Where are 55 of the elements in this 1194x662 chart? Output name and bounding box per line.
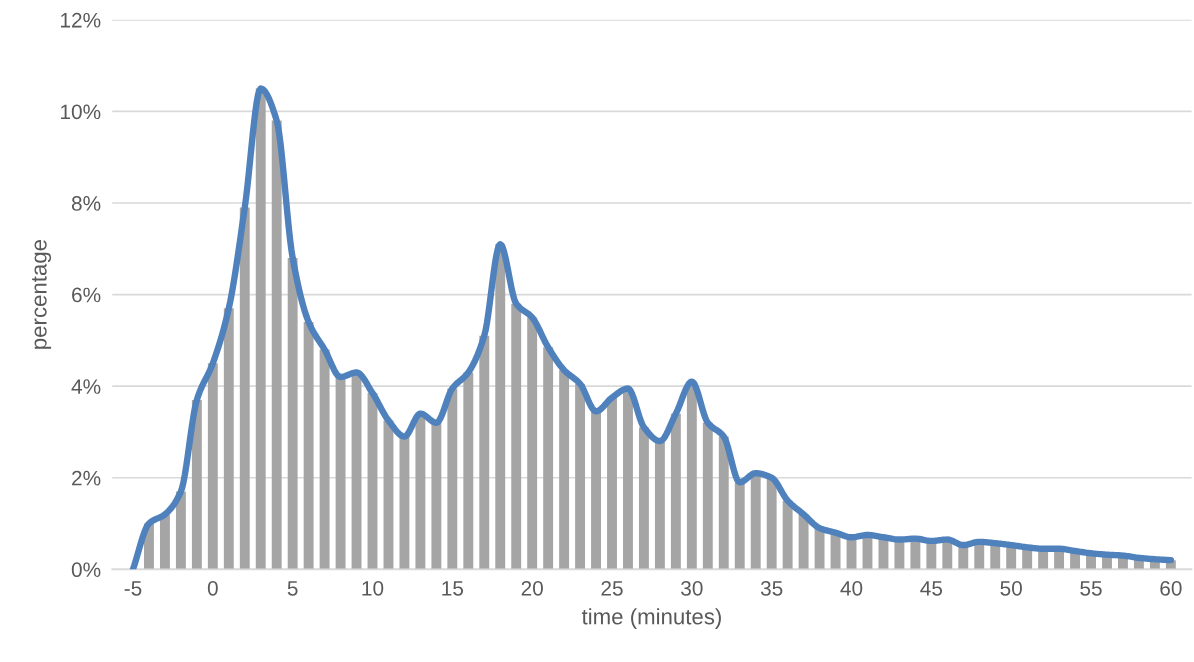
y-tick-label: 4% [71,379,101,394]
bar [447,388,458,570]
bar [750,473,761,570]
bar [575,383,586,570]
bar [734,482,745,570]
y-tick-label: 2% [72,470,101,486]
bar [718,436,729,570]
bar [335,377,346,570]
x-tick-label: -5 [124,581,142,596]
x-tick-label: 0 [207,580,218,596]
x-tick-label: 25 [601,580,623,596]
x-tick-label: 5 [287,581,298,596]
bar [527,317,538,570]
bar [239,207,250,570]
y-tick-label: 6% [72,287,101,303]
bar [511,303,522,570]
bar [479,335,490,570]
y-axis-title: percentage [32,239,52,349]
x-tick-label: 15 [442,581,464,596]
x-tick-label: 40 [840,580,863,596]
bar [319,349,330,570]
x-tick-label: 55 [1080,581,1102,596]
bar [207,363,218,570]
y-tick-label: 0% [71,562,101,578]
bar [591,411,601,570]
bar [702,422,713,570]
bar [287,257,298,570]
y-tick-label: 10% [61,104,101,120]
bar [495,244,506,570]
x-tick-label: 60 [1160,580,1182,596]
x-tick-label: 20 [521,580,543,596]
bar [159,514,170,570]
bar [303,322,314,570]
bar [175,491,186,570]
bar [782,500,793,570]
x-tick-label: 10 [362,580,384,596]
bar [559,370,570,570]
bar [543,347,554,570]
x-tick-label: 35 [760,580,783,596]
x-tick-label: 50 [1000,580,1022,596]
x-tick-label: 45 [920,581,943,596]
bar [463,372,474,570]
bar [766,477,777,570]
bar [271,120,282,570]
y-tick-label: 12% [61,12,101,28]
y-tick-label: 8% [71,196,101,211]
x-tick-label: 30 [681,580,703,596]
x-axis-title: time (minutes) [581,608,721,629]
bar [223,308,234,570]
bar [670,413,681,570]
bar [654,441,665,570]
bar [431,422,442,570]
bar [399,436,410,570]
bar [607,397,617,570]
bar [638,427,649,570]
